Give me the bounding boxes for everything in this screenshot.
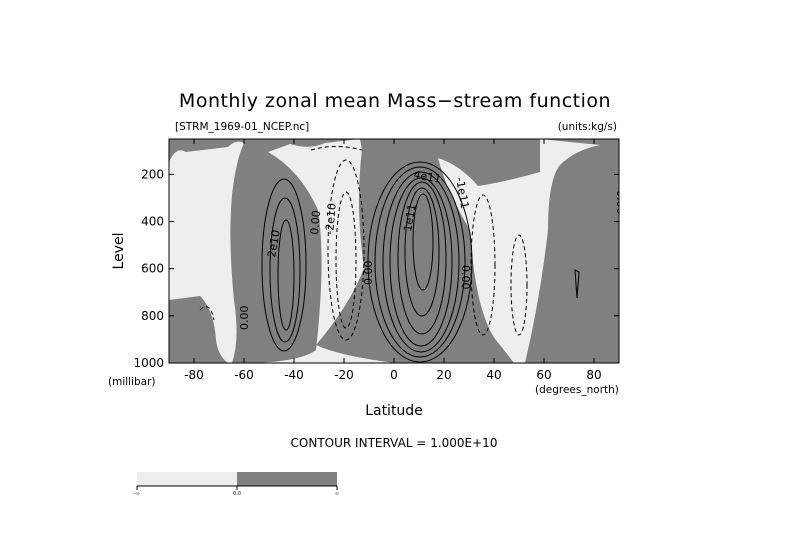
chart-title: Monthly zonal mean Mass−stream function — [179, 90, 611, 112]
file-name-label: [STRM_1969-01_NCEP.nc] — [175, 121, 309, 133]
x-tick-label: -60 — [234, 368, 254, 382]
positive-regions — [169, 139, 619, 363]
units-label: (units:kg/s) — [558, 121, 617, 133]
colorbar-positive-segment — [237, 472, 337, 486]
y-tick-label: 800 — [141, 309, 164, 323]
contour-label: 1e11 — [401, 203, 419, 233]
negative-contours — [199, 146, 528, 341]
x-tick-label: -80 — [184, 368, 204, 382]
x-axis-title: Latitude — [365, 403, 423, 419]
contour-field: 0.00 2e10 0.00 -2e10 0.00 4e11 -1e11 1e1… — [169, 139, 627, 363]
x-axis: -80 -60 -40 -20 0 20 40 60 80 — [184, 139, 602, 382]
contour-label: 0.00 — [459, 265, 472, 290]
colorbar: -∞ 0.0 ∞ — [134, 472, 339, 497]
y-axis: 200 400 600 800 1000 — [133, 167, 619, 370]
x-tick-label: 60 — [536, 368, 551, 382]
contour-labels: 0.00 2e10 0.00 -2e10 0.00 4e11 -1e11 1e1… — [238, 168, 627, 331]
y-axis-title: Level — [111, 233, 127, 270]
y-tick-label: 1000 — [133, 356, 164, 370]
y-unit-label: (millibar) — [108, 376, 156, 388]
y-tick-label: 400 — [141, 215, 164, 229]
contour-label: -1e11 — [453, 176, 471, 210]
colorbar-tick-label: -∞ — [134, 491, 140, 497]
x-unit-label: (degrees_north) — [535, 384, 619, 396]
x-tick-label: 20 — [436, 368, 451, 382]
x-tick-label: -20 — [334, 368, 354, 382]
contour-label: 0.00 — [362, 261, 375, 286]
contour-label: 0.00 — [308, 210, 323, 236]
colorbar-tick-label: ∞ — [335, 491, 339, 497]
positive-contours — [261, 161, 580, 363]
colorbar-tick-label: 0.0 — [233, 491, 241, 497]
contour-label: 4e11 — [412, 168, 442, 186]
contour-label: -2e10 — [323, 203, 339, 236]
x-tick-label: 40 — [486, 368, 501, 382]
contour-interval-label: CONTOUR INTERVAL = 1.000E+10 — [291, 436, 498, 450]
x-tick-label: 0 — [390, 368, 398, 382]
contour-label: 0.00 — [614, 190, 627, 215]
x-tick-label: 80 — [586, 368, 601, 382]
x-tick-label: -40 — [284, 368, 304, 382]
y-tick-label: 200 — [141, 167, 164, 181]
contour-label: 2e10 — [265, 229, 283, 259]
y-tick-label: 600 — [141, 262, 164, 276]
colorbar-negative-segment — [137, 472, 237, 486]
contour-label: 0.00 — [238, 306, 251, 331]
